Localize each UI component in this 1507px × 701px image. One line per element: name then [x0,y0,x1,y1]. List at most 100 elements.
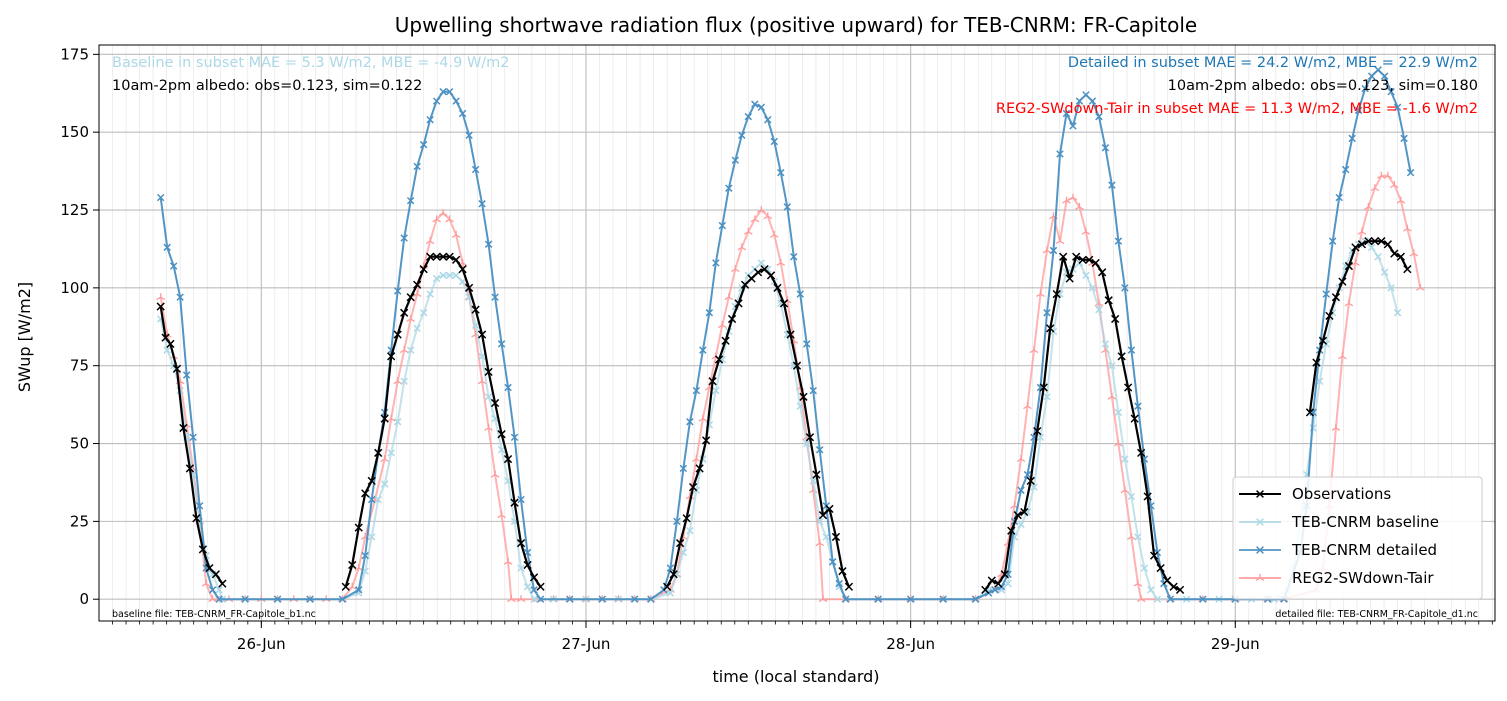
data-point [766,271,776,280]
data-point [792,361,802,370]
data-point [1101,144,1110,152]
data-point [1091,258,1100,268]
data-point [1403,265,1412,274]
data-point [740,280,750,289]
data-point [426,252,435,261]
data-point [400,377,408,385]
data-point [1370,237,1380,246]
data-point [195,502,204,510]
data-point [471,165,480,174]
legend-label: Observations [1292,485,1391,503]
data-point [757,103,766,112]
legend: Observations TEB-CNRM baseline TEB-CNRM de… [1232,476,1483,600]
data-point [215,595,223,603]
data-point [1318,336,1328,345]
data-point [1036,290,1045,298]
data-point [413,324,421,333]
data-point [1075,202,1084,210]
data-point [393,330,402,339]
data-point [354,523,363,532]
data-point [273,595,282,603]
data-point [1127,346,1136,354]
data-point [770,137,779,146]
data-point [380,414,389,423]
data-point [1101,340,1110,348]
data-point [1406,168,1415,177]
data-point [717,321,727,329]
x-tick-label: 26-Jun [237,635,286,653]
data-point [208,595,217,603]
data-point [1098,268,1107,277]
data-point [1007,526,1016,535]
data-point [426,290,434,298]
data-point [1023,402,1032,410]
data-point [341,582,350,591]
data-point [701,436,711,445]
data-point [386,414,396,422]
data-point [215,586,223,594]
data-point [432,97,441,105]
data-point [478,200,486,208]
data-point [1026,476,1035,486]
data-point [1370,184,1380,192]
data-point [380,480,389,488]
data-point [991,586,999,594]
data-point [1351,258,1360,266]
data-point [451,255,461,264]
data-point [484,423,493,431]
data-point [705,309,714,317]
y-tick-label: 75 [70,357,89,375]
legend-marker [1256,518,1264,526]
data-point [818,511,828,520]
data-point [387,449,395,457]
data-point [663,582,672,591]
data-point [796,290,804,298]
data-point [497,446,506,454]
data-point [477,330,487,339]
data-point [1017,486,1025,494]
data-point [156,193,165,202]
data-point [163,346,171,354]
data-point [156,293,166,301]
x-tick-label: 27-Jun [562,635,611,653]
data-point [760,265,769,274]
data-point [1338,352,1347,360]
data-point [445,271,454,280]
y-tick-label: 0 [79,590,89,608]
data-point [647,595,655,603]
data-point [1175,585,1185,594]
data-point [1072,252,1081,261]
data-point [1117,352,1126,361]
data-point [338,595,347,603]
data-point [1075,97,1084,105]
data-point [1108,181,1116,189]
data-point [1107,392,1117,400]
data-point [497,340,506,348]
data-point [1030,483,1038,491]
data-point [1056,150,1064,158]
data-point [1393,103,1402,112]
data-point [1136,448,1146,458]
data-point [1055,237,1065,245]
data-point [1036,433,1045,442]
y-tick-label: 125 [60,201,89,219]
data-point [1127,492,1136,501]
data-point [413,280,422,289]
data-point [439,271,447,280]
data-point [439,87,447,96]
data-point [1114,408,1123,417]
data-point [1380,72,1389,80]
data-point [815,517,824,526]
data-point [497,511,506,519]
data-point [490,398,500,408]
data-point [1390,181,1399,189]
data-point [1147,586,1155,594]
data-point [730,265,740,273]
data-point [367,476,376,486]
data-point [1136,595,1146,603]
data-point [1166,595,1175,603]
data-point [464,283,474,292]
data-point [809,477,817,485]
data-point [1374,252,1382,261]
